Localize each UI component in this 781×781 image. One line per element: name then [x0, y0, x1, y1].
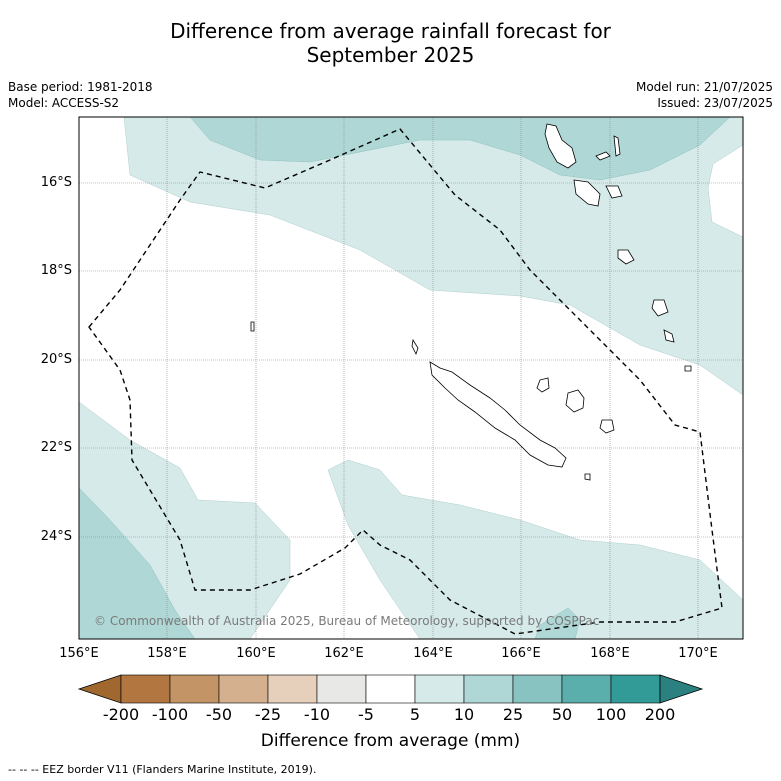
- meta-right: Model run: 21/07/2025 Issued: 23/07/2025: [636, 79, 773, 111]
- title-line-1: Difference from average rainfall forecas…: [170, 19, 611, 43]
- island-pines: [584, 473, 591, 481]
- colorbar-tick-label: 50: [551, 705, 573, 724]
- new-caledonia-island: [429, 361, 567, 468]
- colorbar-tick-label: 10: [453, 705, 475, 724]
- lat-label: 18°S: [40, 263, 72, 278]
- island-ambae: [595, 151, 611, 161]
- map-frame: [78, 116, 744, 640]
- lon-label: 170°E: [678, 646, 718, 661]
- colorbar-tick-label: 5: [409, 705, 421, 724]
- meta-left: Base period: 1981-2018 Model: ACCESS-S2: [8, 79, 153, 111]
- map-title: Difference from average rainfall forecas…: [0, 19, 781, 67]
- island-mare: [599, 419, 615, 434]
- island-efate: [617, 249, 635, 265]
- model-run: Model run: 21/07/2025: [635, 80, 773, 94]
- colorbar-tick-label: -200: [102, 705, 140, 724]
- anomaly-band-north-strong: [189, 117, 731, 181]
- colorbar-swatch: [169, 674, 220, 704]
- colorbar-tick-label: -5: [358, 705, 374, 724]
- lon-label: 156°E: [59, 646, 99, 661]
- colorbar-swatch: [267, 674, 318, 704]
- colorbar-swatch: [561, 674, 612, 704]
- colorbar-swatch: [414, 674, 465, 704]
- island-aneityum: [684, 365, 692, 372]
- colorbar-tick-label: -25: [254, 705, 282, 724]
- colorbar-swatch: [316, 674, 367, 704]
- colorbar-tick-label: -100: [151, 705, 189, 724]
- colorbar: [77, 674, 704, 704]
- lon-label: 166°E: [501, 646, 541, 661]
- island-erromango: [651, 299, 669, 317]
- lat-label: 20°S: [40, 352, 72, 367]
- eez-border: [88, 128, 723, 635]
- colorbar-swatch: [120, 674, 171, 704]
- colorbar-arrow-right: [659, 674, 704, 704]
- island-malekula: [573, 179, 601, 207]
- anomaly-band-southwest-strong: [79, 487, 196, 639]
- lon-label: 160°E: [236, 646, 276, 661]
- colorbar-swatch: [610, 674, 661, 704]
- base-period: Base period: 1981-2018: [8, 80, 153, 94]
- island-ouvea: [536, 377, 550, 393]
- anomaly-spot: [534, 607, 581, 639]
- colorbar-tick-label: 200: [644, 705, 676, 724]
- copyright-notice: © Commonwealth of Australia 2025, Bureau…: [94, 614, 600, 628]
- lon-label: 168°E: [590, 646, 630, 661]
- colorbar-arrow-left: [77, 674, 122, 704]
- anomaly-band-southeast: [327, 459, 743, 639]
- lon-label: 162°E: [324, 646, 364, 661]
- colorbar-swatch: [512, 674, 563, 704]
- colorbar-swatch: [218, 674, 269, 704]
- colorbar-title: Difference from average (mm): [260, 731, 521, 751]
- island-small-west: [250, 321, 255, 332]
- island-belep: [411, 338, 419, 356]
- colorbar-tick-label: 100: [595, 705, 627, 724]
- model-name: Model: ACCESS-S2: [8, 96, 120, 110]
- colorbar-tick-label: 25: [502, 705, 524, 724]
- lat-label: 16°S: [40, 175, 72, 190]
- island-lifou: [565, 389, 585, 413]
- lon-label: 164°E: [413, 646, 453, 661]
- issued-date: Issued: 23/07/2025: [657, 96, 773, 110]
- island-tanna: [663, 329, 675, 343]
- island-espiritu-santo: [544, 123, 577, 169]
- lon-label: 158°E: [147, 646, 187, 661]
- lat-label: 24°S: [40, 529, 72, 544]
- island-ambrym: [605, 185, 623, 199]
- colorbar-swatch: [463, 674, 514, 704]
- lat-label: 22°S: [40, 440, 72, 455]
- colorbar-tick-label: -50: [205, 705, 233, 724]
- eez-footnote: -- -- -- EEZ border V11 (Flanders Marine…: [8, 763, 317, 776]
- title-line-2: September 2025: [306, 43, 475, 67]
- island-pentecost: [613, 135, 621, 157]
- gridlines: [79, 117, 743, 639]
- colorbar-swatch: [365, 674, 416, 704]
- colorbar-tick-label: -10: [303, 705, 331, 724]
